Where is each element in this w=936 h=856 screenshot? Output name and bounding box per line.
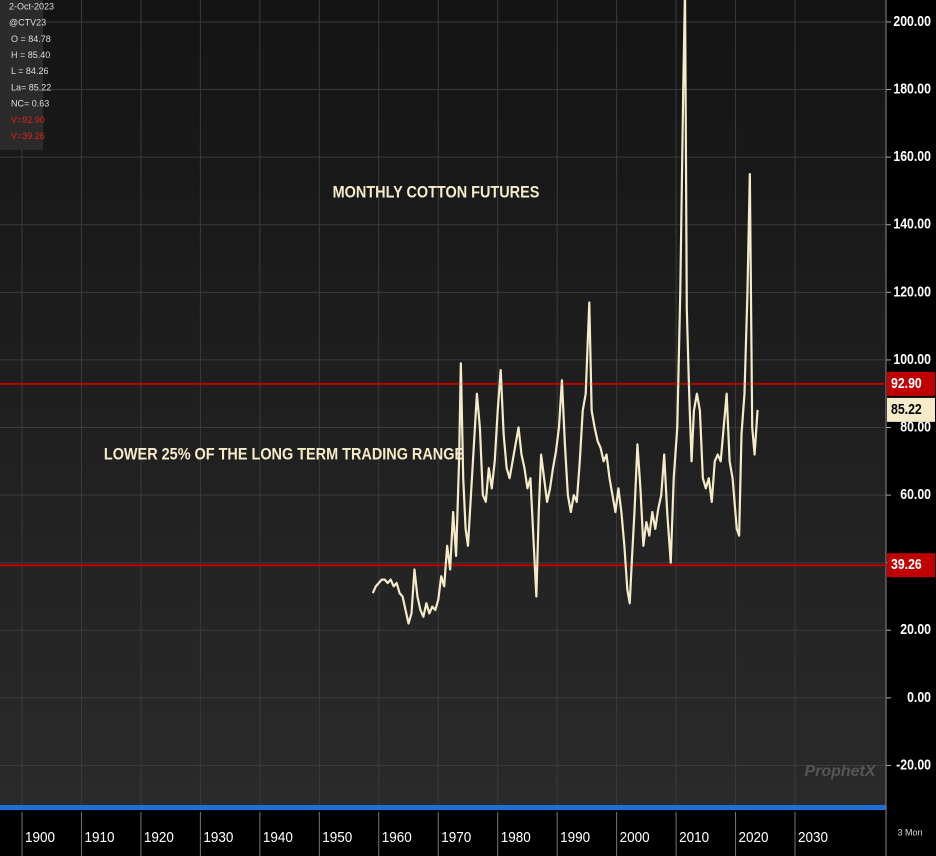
x-tick-label: 2000 [620, 829, 650, 846]
x-tick-label: 1910 [84, 829, 114, 846]
y-tick-label: 180.00 [893, 80, 931, 96]
y-tick-label: 60.00 [900, 486, 931, 502]
x-tick-label: 1980 [501, 829, 531, 846]
y-tick-label: 140.00 [893, 216, 931, 232]
y-tick-label: -20.00 [896, 756, 931, 772]
last-price-label: 85.22 [891, 401, 922, 417]
scroll-bar[interactable] [0, 805, 886, 810]
x-tick-label: 2020 [739, 829, 769, 846]
x-tick-label: 1920 [144, 829, 174, 846]
y-tick-label: 0.00 [907, 689, 931, 705]
last-price-box [887, 397, 935, 422]
x-tick-label: 1990 [560, 829, 590, 846]
chart-title: MONTHLY COTTON FUTURES [333, 183, 540, 201]
watermark: ProphetX [804, 763, 876, 780]
info-line: V=39.26 [11, 131, 45, 141]
reference-label-box [887, 553, 935, 578]
info-line: L = 84.26 [11, 66, 48, 76]
plot-area [0, 0, 886, 805]
y-tick-label: 100.00 [893, 351, 931, 367]
info-line: La= 85.22 [11, 82, 51, 92]
x-tick-label: 1950 [322, 829, 352, 846]
info-line: O = 84.78 [11, 34, 51, 44]
info-line: @CTV23 [9, 18, 46, 28]
x-tick-label: 1970 [441, 829, 471, 846]
x-tick-label: 1900 [25, 829, 55, 846]
info-line: H = 85.40 [11, 50, 50, 60]
reference-label: 92.90 [891, 375, 922, 391]
x-tick-label: 1930 [203, 829, 233, 846]
x-axis-panel [0, 805, 886, 856]
info-line: NC= 0.63 [11, 99, 49, 109]
y-tick-label: 200.00 [893, 13, 931, 29]
y-axis-panel [886, 0, 936, 856]
price-line [371, 0, 759, 625]
y-tick-label: 80.00 [900, 418, 931, 434]
info-line: V=92.90 [11, 115, 45, 125]
x-tick-label: 2030 [798, 829, 828, 846]
info-line: 2-Oct-2023 [9, 1, 54, 11]
x-tick-label: 1940 [263, 829, 293, 846]
reference-label-box [887, 371, 935, 396]
info-panel [0, 0, 43, 150]
y-tick-label: 20.00 [900, 621, 931, 637]
x-tick-label: 2010 [679, 829, 709, 846]
period-label: 3 Mon [897, 827, 922, 837]
reference-label: 39.26 [891, 556, 922, 572]
x-tick-label: 1960 [382, 829, 412, 846]
y-tick-label: 160.00 [893, 148, 931, 164]
annotation: LOWER 25% OF THE LONG TERM TRADING RANGE [104, 445, 464, 463]
y-tick-label: 120.00 [893, 283, 931, 299]
